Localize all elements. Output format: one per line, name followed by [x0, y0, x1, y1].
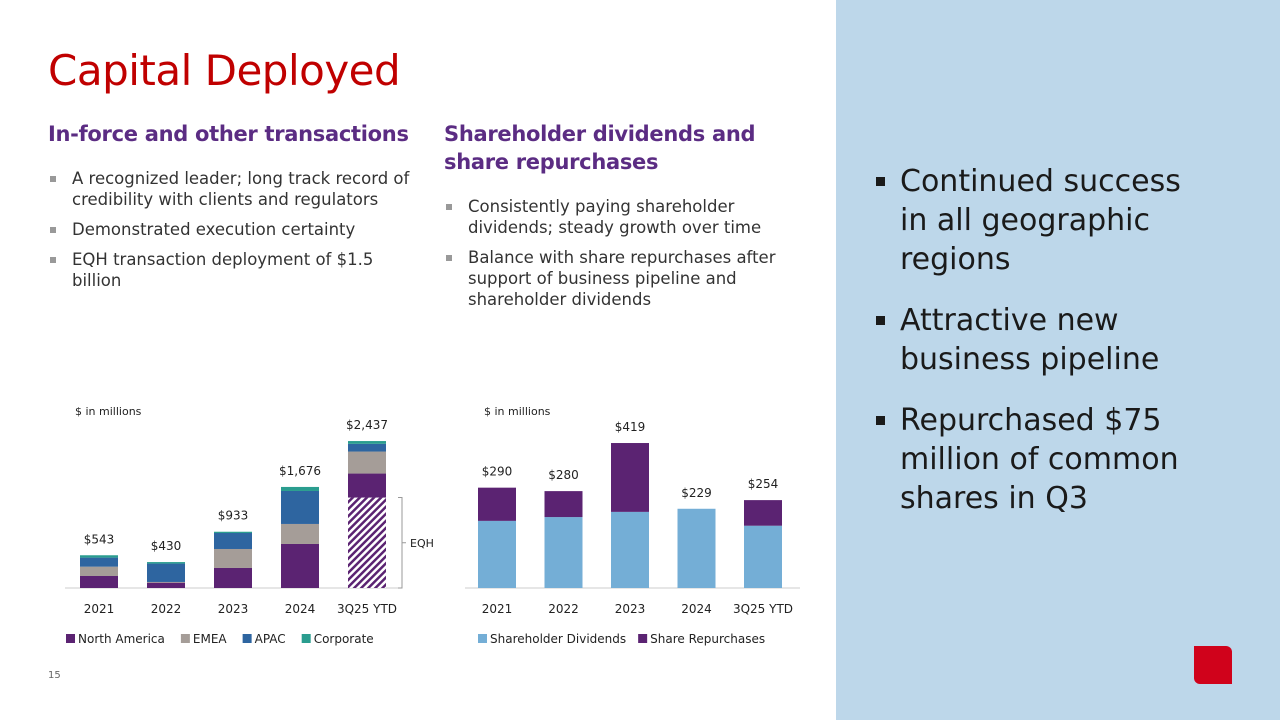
- data-label: $229: [681, 486, 712, 500]
- bar-segment-corporate: [214, 531, 252, 534]
- bar-segment-apac: [214, 533, 252, 549]
- bar-segment-emea: [80, 566, 118, 577]
- eqh-bracket: [398, 497, 406, 589]
- page-number: 15: [48, 670, 61, 681]
- side-bullet: Repurchased $75 million of common shares…: [874, 401, 1214, 518]
- legend-swatch: [301, 634, 311, 643]
- data-label: $2,437: [346, 418, 388, 432]
- bar-segment-north-america: [348, 473, 386, 498]
- x-tick-label: 2022: [151, 602, 182, 616]
- bar-segment-share-repurchases: [744, 500, 782, 526]
- x-tick-label: 2022: [548, 602, 579, 616]
- bar-segment-shareholder-dividends: [744, 525, 782, 588]
- bar-segment-emea: [214, 548, 252, 568]
- legend-swatch: [66, 634, 75, 643]
- x-tick-label: 2021: [84, 602, 115, 616]
- bar-segment-north-america: [147, 582, 185, 588]
- data-label: $933: [218, 509, 249, 523]
- legend-label: Corporate: [314, 632, 374, 646]
- unit-note: $ in millions: [75, 405, 142, 418]
- rga-logo: [1194, 646, 1232, 684]
- bar-segment-corporate: [281, 486, 319, 491]
- x-tick-label: 2023: [615, 602, 646, 616]
- x-tick-label: 2023: [218, 602, 249, 616]
- bar-segment-corporate: [348, 441, 386, 444]
- side-panel: Continued success in all geographic regi…: [836, 0, 1280, 720]
- bar-segment-north-america: [281, 543, 319, 588]
- data-label: $254: [748, 477, 779, 491]
- bar-segment-apac: [147, 563, 185, 582]
- legend-label: Share Repurchases: [650, 632, 765, 646]
- legend-label: EMEA: [193, 632, 228, 646]
- bar-segment-corporate: [80, 555, 118, 558]
- legend-swatch: [242, 634, 252, 643]
- legend-label: Shareholder Dividends: [490, 632, 626, 646]
- bar-segment-apac: [281, 490, 319, 524]
- bar-segment-apac: [80, 557, 118, 567]
- bar-segment-emea: [281, 523, 319, 544]
- data-label: $419: [615, 420, 646, 434]
- legend-swatch: [638, 634, 648, 643]
- bar-segment-share-repurchases: [478, 487, 516, 521]
- page-title: Capital Deployed: [48, 46, 401, 95]
- middle-bullet: Balance with share repurchases after sup…: [444, 247, 804, 310]
- bar-segment-shareholder-dividends: [611, 511, 649, 588]
- bar-segment-shareholder-dividends: [478, 520, 516, 588]
- left-heading: In-force and other transactions: [48, 122, 409, 146]
- middle-section: Shareholder dividends and share repurcha…: [444, 120, 804, 319]
- data-label: $543: [84, 532, 115, 546]
- bar-segment-north-america: [214, 567, 252, 588]
- data-label: $280: [548, 468, 579, 482]
- bar-segment-corporate: [147, 562, 185, 564]
- x-tick-label: 2024: [681, 602, 712, 616]
- bar-segment-share-repurchases: [544, 491, 583, 518]
- bar-segment-apac: [348, 443, 386, 452]
- side-bullet: Continued success in all geographic regi…: [874, 162, 1214, 279]
- legend-label: APAC: [255, 632, 286, 646]
- side-bullet: Attractive new business pipeline: [874, 301, 1214, 379]
- bar-segment-emea: [147, 581, 185, 583]
- middle-bullet: Consistently paying shareholder dividend…: [444, 196, 804, 238]
- left-bullet: Demonstrated execution certainty: [48, 219, 418, 240]
- left-section: In-force and other transactions A recogn…: [48, 120, 418, 300]
- x-tick-label: 2021: [482, 602, 513, 616]
- bar-segment-eqh: [348, 497, 386, 588]
- bar-segment-shareholder-dividends: [544, 517, 583, 588]
- unit-note: $ in millions: [484, 405, 551, 418]
- legend-label: North America: [78, 632, 165, 646]
- bar-segment-share-repurchases: [611, 443, 649, 512]
- middle-heading: Shareholder dividends and share repurcha…: [444, 122, 756, 174]
- x-tick-label: 2024: [285, 602, 316, 616]
- legend-swatch: [180, 634, 190, 643]
- eqh-label: EQH: [410, 537, 434, 550]
- data-label: $1,676: [279, 464, 321, 478]
- left-bullet: EQH transaction deployment of $1.5 billi…: [48, 249, 418, 291]
- x-tick-label: 3Q25 YTD: [733, 602, 793, 616]
- bar-segment-shareholder-dividends: [677, 508, 716, 588]
- data-label: $290: [482, 465, 513, 479]
- bar-segment-emea: [348, 451, 386, 474]
- legend-swatch: [478, 634, 487, 643]
- left-bullet: A recognized leader; long track record o…: [48, 168, 418, 210]
- data-label: $430: [151, 539, 182, 553]
- x-tick-label: 3Q25 YTD: [337, 602, 397, 616]
- bar-segment-north-america: [80, 576, 118, 588]
